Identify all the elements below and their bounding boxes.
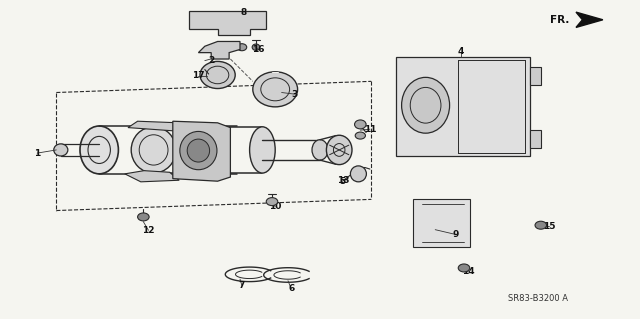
Text: 5: 5	[339, 177, 346, 186]
Text: 7: 7	[239, 281, 245, 290]
Text: 14: 14	[462, 267, 475, 276]
Bar	[530, 67, 541, 85]
Bar	[396, 57, 530, 156]
Bar	[413, 199, 470, 247]
Ellipse shape	[200, 62, 236, 89]
Ellipse shape	[458, 264, 470, 272]
Text: 10: 10	[269, 202, 282, 211]
Ellipse shape	[138, 213, 149, 221]
Ellipse shape	[54, 144, 68, 156]
Bar	[530, 130, 541, 148]
Text: 11: 11	[364, 125, 376, 134]
Ellipse shape	[355, 120, 366, 129]
Text: 4: 4	[458, 47, 464, 56]
Text: 3: 3	[291, 90, 298, 99]
Polygon shape	[198, 41, 240, 59]
Polygon shape	[125, 171, 179, 182]
Ellipse shape	[250, 127, 275, 173]
Ellipse shape	[131, 127, 176, 173]
Ellipse shape	[253, 72, 298, 107]
Text: SR83-B3200 A: SR83-B3200 A	[508, 294, 568, 303]
Ellipse shape	[402, 78, 450, 133]
Text: 16: 16	[252, 45, 264, 54]
Ellipse shape	[355, 132, 365, 139]
Ellipse shape	[198, 17, 209, 26]
Text: 12: 12	[142, 226, 155, 235]
Ellipse shape	[266, 197, 278, 206]
Ellipse shape	[237, 44, 247, 51]
Ellipse shape	[351, 166, 367, 182]
Polygon shape	[128, 121, 179, 131]
Text: 15: 15	[543, 222, 556, 231]
Ellipse shape	[80, 126, 118, 174]
Text: 6: 6	[288, 284, 294, 293]
Text: FR.: FR.	[550, 15, 570, 25]
Text: 2: 2	[208, 56, 214, 65]
Ellipse shape	[252, 44, 260, 50]
Text: 8: 8	[240, 8, 246, 17]
Polygon shape	[189, 11, 266, 35]
Polygon shape	[576, 12, 603, 27]
Text: 9: 9	[452, 230, 459, 239]
Ellipse shape	[247, 17, 259, 26]
Text: 17: 17	[192, 71, 205, 80]
Ellipse shape	[326, 135, 352, 165]
Ellipse shape	[180, 131, 217, 170]
Polygon shape	[173, 121, 230, 181]
Text: 1: 1	[34, 149, 40, 158]
Ellipse shape	[188, 139, 210, 162]
Ellipse shape	[535, 221, 547, 229]
Text: 13: 13	[337, 176, 350, 185]
Ellipse shape	[312, 140, 328, 160]
